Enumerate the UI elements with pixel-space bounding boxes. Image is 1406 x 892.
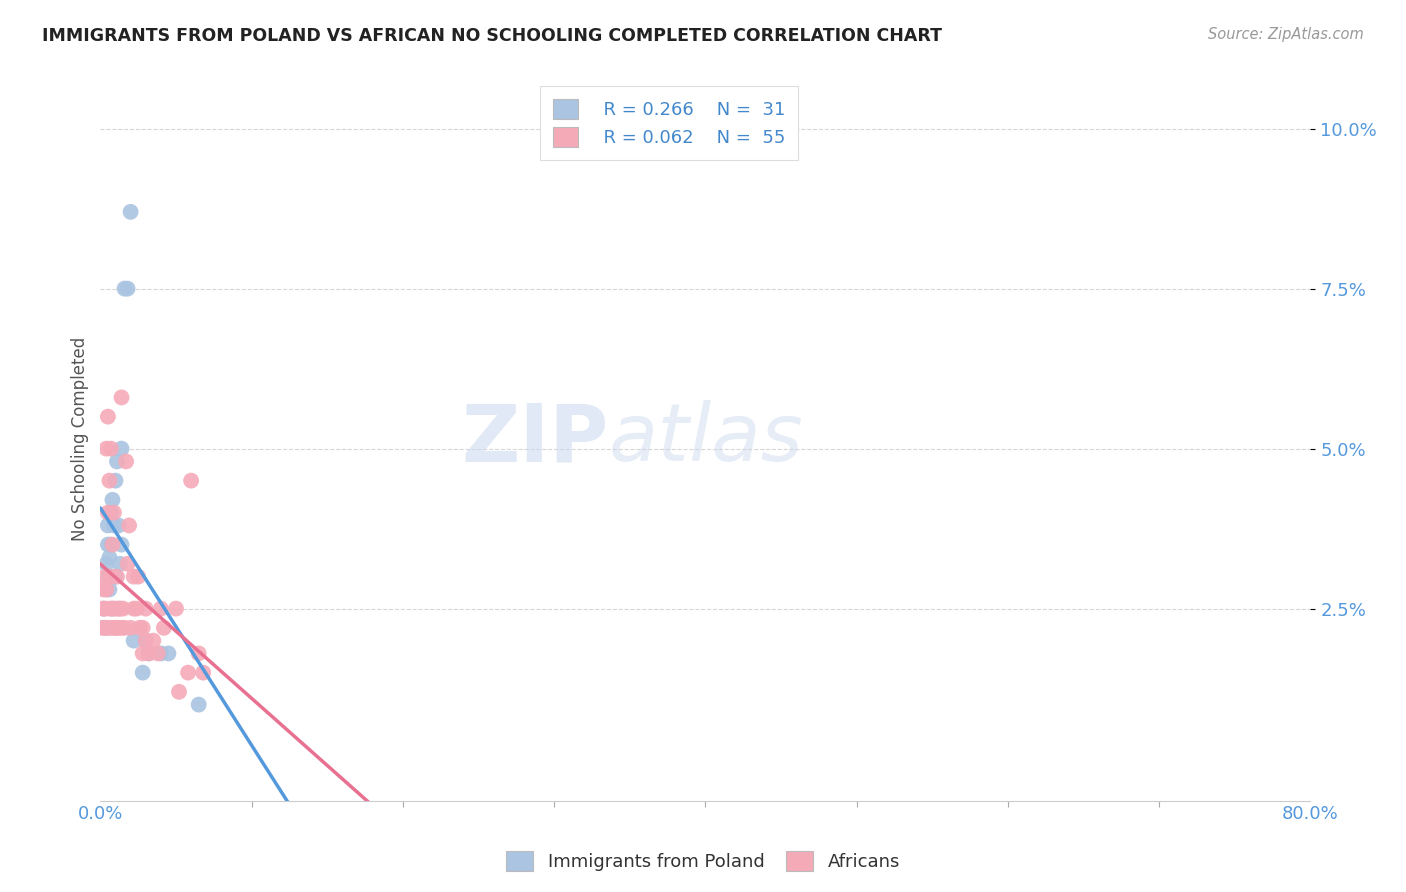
Point <box>122 633 145 648</box>
Point <box>110 391 132 405</box>
Point <box>104 621 127 635</box>
Point <box>118 518 141 533</box>
Point <box>100 569 122 583</box>
Point <box>97 538 120 552</box>
Point <box>100 538 122 552</box>
Point <box>90 621 112 635</box>
Point <box>112 601 135 615</box>
Y-axis label: No Schooling Completed: No Schooling Completed <box>72 337 89 541</box>
Point <box>93 601 115 615</box>
Point <box>108 601 131 615</box>
Point <box>120 204 142 219</box>
Point <box>167 685 190 699</box>
Point <box>98 582 121 597</box>
Point <box>93 601 115 615</box>
Point <box>101 601 124 615</box>
Point <box>107 621 129 635</box>
Text: atlas: atlas <box>609 400 803 478</box>
Point <box>94 621 117 635</box>
Point <box>107 518 129 533</box>
Point <box>135 633 157 648</box>
Point <box>96 582 118 597</box>
Point <box>193 665 215 680</box>
Point <box>138 647 160 661</box>
Point <box>103 518 125 533</box>
Text: ZIP: ZIP <box>461 400 609 478</box>
Text: Source: ZipAtlas.com: Source: ZipAtlas.com <box>1208 27 1364 42</box>
Point <box>98 550 121 565</box>
Point <box>110 621 132 635</box>
Point <box>94 569 117 583</box>
Point <box>97 569 120 583</box>
Point <box>131 665 153 680</box>
Point <box>97 621 120 635</box>
Point <box>100 442 122 456</box>
Point <box>110 538 132 552</box>
Point <box>96 557 118 571</box>
Point <box>149 601 172 615</box>
Text: IMMIGRANTS FROM POLAND VS AFRICAN NO SCHOOLING COMPLETED CORRELATION CHART: IMMIGRANTS FROM POLAND VS AFRICAN NO SCH… <box>42 27 942 45</box>
Point <box>100 621 122 635</box>
Point <box>114 282 136 296</box>
Point <box>165 601 187 615</box>
Point <box>114 621 136 635</box>
Legend: Immigrants from Poland, Africans: Immigrants from Poland, Africans <box>499 844 907 879</box>
Point <box>105 569 128 583</box>
Point <box>187 698 209 712</box>
Point <box>97 409 120 424</box>
Point <box>110 442 132 456</box>
Point <box>105 454 128 468</box>
Point <box>100 506 122 520</box>
Point <box>120 621 142 635</box>
Point <box>187 647 209 661</box>
Point <box>101 538 124 552</box>
Point <box>104 569 127 583</box>
Point <box>94 601 117 615</box>
Point <box>96 442 118 456</box>
Point <box>138 647 160 661</box>
Point <box>93 582 115 597</box>
Point <box>98 474 121 488</box>
Point <box>117 282 139 296</box>
Point <box>125 601 148 615</box>
Point <box>127 569 149 583</box>
Point <box>101 601 124 615</box>
Point <box>146 647 169 661</box>
Point <box>103 621 125 635</box>
Point <box>103 506 125 520</box>
Point <box>117 557 139 571</box>
Point <box>94 621 117 635</box>
Point <box>105 621 128 635</box>
Point <box>135 601 157 615</box>
Point <box>97 518 120 533</box>
Point <box>177 665 200 680</box>
Point <box>108 557 131 571</box>
Point <box>131 621 153 635</box>
Point <box>135 633 157 648</box>
Point <box>157 647 180 661</box>
Point <box>153 621 176 635</box>
Point <box>104 474 127 488</box>
Point <box>97 506 120 520</box>
Point <box>115 454 138 468</box>
Point <box>180 474 202 488</box>
Point <box>128 621 150 635</box>
Point <box>122 569 145 583</box>
Point <box>142 633 165 648</box>
Point <box>149 647 172 661</box>
Point <box>101 492 124 507</box>
Point <box>96 582 118 597</box>
Point <box>98 601 121 615</box>
Point <box>122 601 145 615</box>
Point <box>107 601 129 615</box>
Point <box>131 647 153 661</box>
Point <box>104 601 127 615</box>
Legend:   R = 0.266    N =  31,   R = 0.062    N =  55: R = 0.266 N = 31, R = 0.062 N = 55 <box>540 87 799 160</box>
